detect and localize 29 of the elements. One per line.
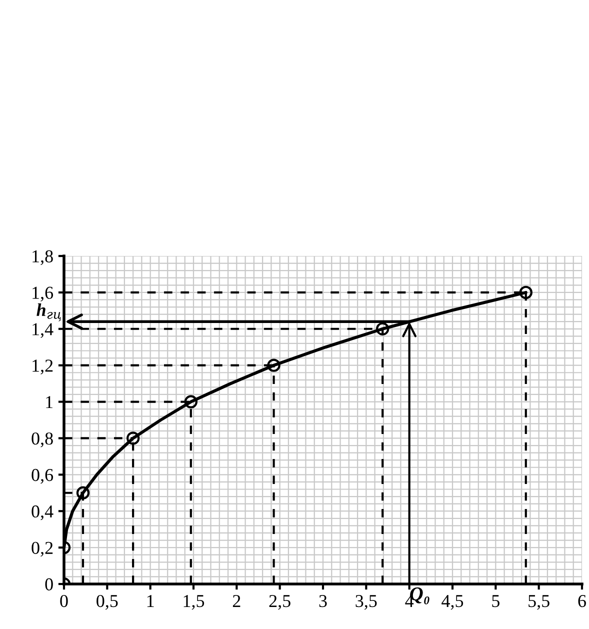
y-tick-label: 0,6 [32, 468, 54, 484]
point [376, 322, 390, 336]
point [126, 432, 140, 445]
x-tick-label: 3 [319, 594, 327, 608]
y-tick-label: 1,4 [32, 323, 54, 338]
x-tick-label: 1,5 [184, 595, 204, 610]
x-tick-label: 5 [492, 595, 500, 608]
y-tick-label: 0,4 [32, 505, 54, 520]
x-tick-label: 6 [578, 594, 586, 608]
x-tick-label: 4,5 [442, 595, 464, 610]
point [267, 358, 280, 372]
point [184, 395, 198, 408]
y-tick-label: 1,8 [32, 250, 53, 266]
annotation: h$_{гц}$ [36, 303, 61, 322]
x-tick-label: 1 [147, 595, 154, 607]
x-tick-label: 3,5 [356, 594, 377, 610]
x-tick-label: 5,5 [528, 595, 550, 610]
x-tick-label: 0 [60, 594, 68, 608]
x-tick-label: 0,5 [96, 594, 118, 610]
y-tick-label: 0,2 [32, 542, 53, 557]
point [76, 486, 90, 500]
y-tick-label: 0 [45, 578, 53, 590]
y-tick-label: 1,6 [32, 286, 54, 302]
x-tick-label: 2 [232, 594, 240, 607]
y-tick-label: 0,8 [32, 432, 53, 448]
y-tick-label: 1,2 [32, 360, 53, 374]
y-tick-label: 1 [46, 396, 52, 408]
point [519, 286, 532, 300]
x-tick-label: 2,5 [269, 594, 290, 610]
